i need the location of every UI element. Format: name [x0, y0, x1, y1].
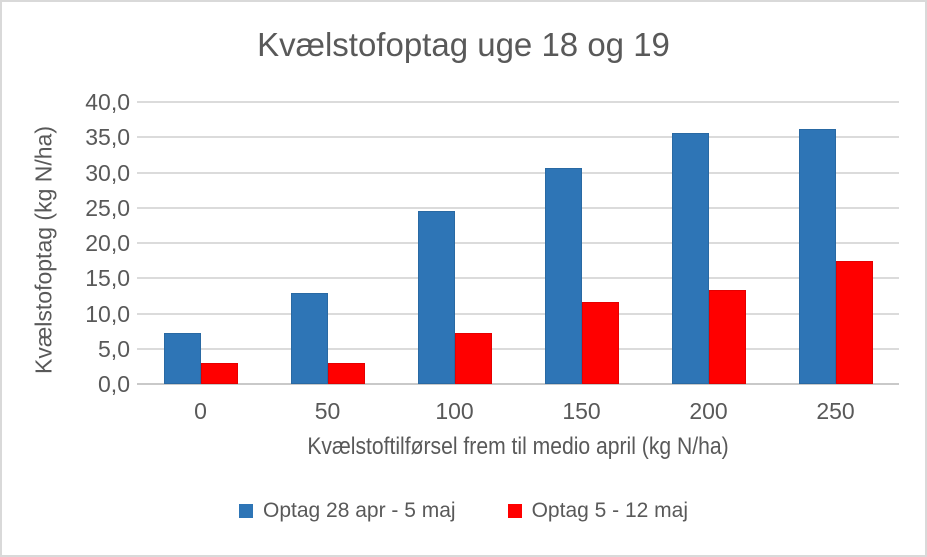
x-tick-label: 100	[435, 398, 474, 424]
x-tick-label: 150	[562, 398, 601, 424]
bar-series0-cat1	[291, 293, 328, 384]
gridline	[137, 277, 899, 280]
bar-series1-cat1	[328, 363, 365, 384]
legend-swatch-icon	[238, 504, 253, 518]
bar-series0-cat5	[799, 129, 836, 384]
bar-series1-cat0	[201, 363, 238, 384]
gridline	[137, 171, 899, 174]
y-tick-label: 30,0	[85, 159, 130, 186]
y-axis-tick-labels: 0,0 5,0 10,0 15,0 20,0 25,0 30,0 35,0 40,0	[2, 89, 130, 397]
y-tick-label: 5,0	[98, 335, 130, 362]
x-tick-label: 250	[816, 398, 855, 424]
legend-item-1: Optag 5 - 12 maj	[507, 499, 689, 523]
y-tick-label: 40,0	[85, 89, 130, 115]
gridline	[137, 206, 899, 209]
gridline	[137, 347, 899, 350]
bar-series0-cat2	[418, 211, 455, 384]
x-axis-line	[137, 383, 899, 385]
bar-series1-cat4	[709, 290, 746, 384]
bar-series1-cat5	[836, 261, 873, 384]
y-tick-label: 35,0	[85, 124, 130, 151]
y-tick-label: 15,0	[85, 265, 130, 292]
bar-series1-cat2	[455, 333, 492, 384]
chart-title: Kvælstofoptag uge 18 og 19	[257, 26, 670, 63]
x-axis-title: Kvælstoftilførsel frem til medio april (…	[307, 433, 729, 460]
gridline	[137, 312, 899, 315]
legend-swatch-icon	[507, 504, 522, 518]
legend-label: Optag 28 apr - 5 maj	[262, 499, 456, 522]
gridline	[137, 101, 899, 103]
x-tick-label: 200	[689, 398, 728, 424]
y-tick-label: 0,0	[98, 371, 130, 397]
plot-area	[137, 101, 899, 385]
bar-series0-cat0	[164, 333, 201, 384]
y-tick-label: 20,0	[85, 230, 130, 256]
x-axis-tick-labels: 0 50 100 150 200 250	[137, 398, 899, 426]
legend-item-0: Optag 28 apr - 5 maj	[238, 499, 456, 523]
gridline	[137, 242, 899, 244]
y-tick-label: 25,0	[85, 194, 130, 221]
x-tick-label: 50	[314, 398, 341, 424]
x-tick-label: 0	[194, 398, 207, 424]
bar-series0-cat4	[672, 133, 709, 384]
gridline	[137, 136, 899, 139]
bar-series0-cat3	[545, 168, 582, 384]
chart-legend: Optag 28 apr - 5 maj Optag 5 - 12 maj	[2, 499, 925, 523]
bar-series1-cat3	[582, 302, 619, 384]
legend-label: Optag 5 - 12 maj	[531, 499, 689, 522]
y-tick-label: 10,0	[85, 300, 130, 327]
